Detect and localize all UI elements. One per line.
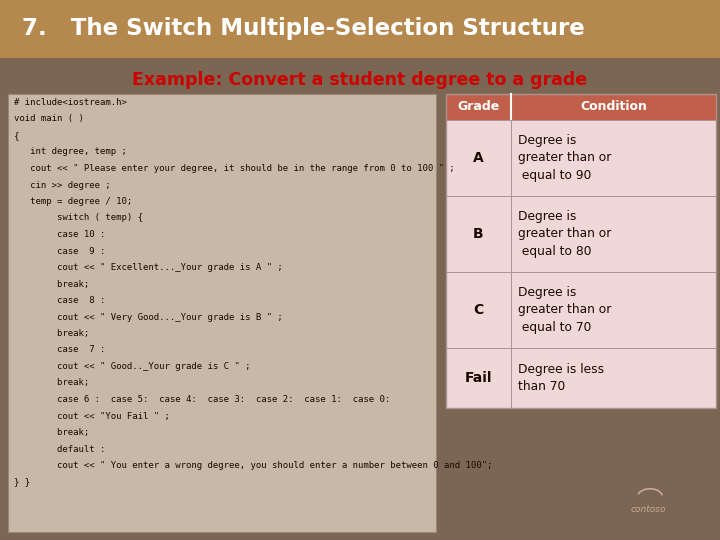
Bar bbox=[446, 120, 716, 196]
Text: case  8 :: case 8 : bbox=[14, 296, 105, 305]
Bar bbox=[8, 94, 436, 532]
Text: cout << "You Fail " ;: cout << "You Fail " ; bbox=[14, 411, 170, 421]
Text: Degree is
greater than or
 equal to 90: Degree is greater than or equal to 90 bbox=[518, 134, 611, 182]
Text: cout << " You enter a wrong degree, you should enter a number between 0 and 100": cout << " You enter a wrong degree, you … bbox=[14, 461, 492, 470]
Text: } }: } } bbox=[14, 477, 30, 487]
Text: contoso: contoso bbox=[630, 505, 666, 515]
Text: cout << " Very Good..._Your grade is B " ;: cout << " Very Good..._Your grade is B "… bbox=[14, 313, 283, 321]
Text: cout << " Good.._Your grade is C " ;: cout << " Good.._Your grade is C " ; bbox=[14, 362, 251, 371]
Text: Fail: Fail bbox=[464, 371, 492, 385]
Text: 7.   The Switch Multiple-Selection Structure: 7. The Switch Multiple-Selection Structu… bbox=[22, 17, 585, 40]
Text: temp = degree / 10;: temp = degree / 10; bbox=[14, 197, 132, 206]
Text: Condition: Condition bbox=[580, 100, 647, 113]
Text: break;: break; bbox=[14, 379, 89, 388]
Text: {: { bbox=[14, 131, 19, 140]
Text: int degree, temp ;: int degree, temp ; bbox=[14, 147, 127, 157]
Text: # include<iostream.h>: # include<iostream.h> bbox=[14, 98, 127, 107]
Text: break;: break; bbox=[14, 428, 89, 437]
Text: switch ( temp) {: switch ( temp) { bbox=[14, 213, 143, 222]
Bar bbox=[446, 196, 716, 272]
Text: case  9 :: case 9 : bbox=[14, 246, 105, 255]
Bar bbox=[446, 272, 716, 348]
Bar bbox=[446, 94, 716, 408]
Text: case 10 :: case 10 : bbox=[14, 230, 105, 239]
Text: void main ( ): void main ( ) bbox=[14, 114, 84, 124]
Text: break;: break; bbox=[14, 329, 89, 338]
Bar bbox=[446, 348, 716, 408]
Text: default :: default : bbox=[14, 444, 105, 454]
Text: cin >> degree ;: cin >> degree ; bbox=[14, 180, 111, 190]
Text: Grade: Grade bbox=[457, 100, 500, 113]
Bar bbox=[446, 94, 716, 120]
Text: Degree is
greater than or
 equal to 70: Degree is greater than or equal to 70 bbox=[518, 286, 611, 334]
Text: Degree is less
than 70: Degree is less than 70 bbox=[518, 363, 604, 393]
Text: Degree is
greater than or
 equal to 80: Degree is greater than or equal to 80 bbox=[518, 210, 611, 258]
Text: cout << " Excellent..._Your grade is A " ;: cout << " Excellent..._Your grade is A "… bbox=[14, 263, 283, 272]
Text: C: C bbox=[473, 303, 484, 317]
Text: A: A bbox=[473, 151, 484, 165]
Text: break;: break; bbox=[14, 280, 89, 288]
Text: case  7 :: case 7 : bbox=[14, 346, 105, 354]
Text: Example: Convert a student degree to a grade: Example: Convert a student degree to a g… bbox=[132, 71, 588, 89]
Text: cout << " Please enter your degree, it should be in the range from 0 to 100 " ;: cout << " Please enter your degree, it s… bbox=[14, 164, 455, 173]
Bar bbox=[0, 0, 720, 58]
Text: B: B bbox=[473, 227, 484, 241]
Text: case 6 :  case 5:  case 4:  case 3:  case 2:  case 1:  case 0:: case 6 : case 5: case 4: case 3: case 2:… bbox=[14, 395, 390, 404]
